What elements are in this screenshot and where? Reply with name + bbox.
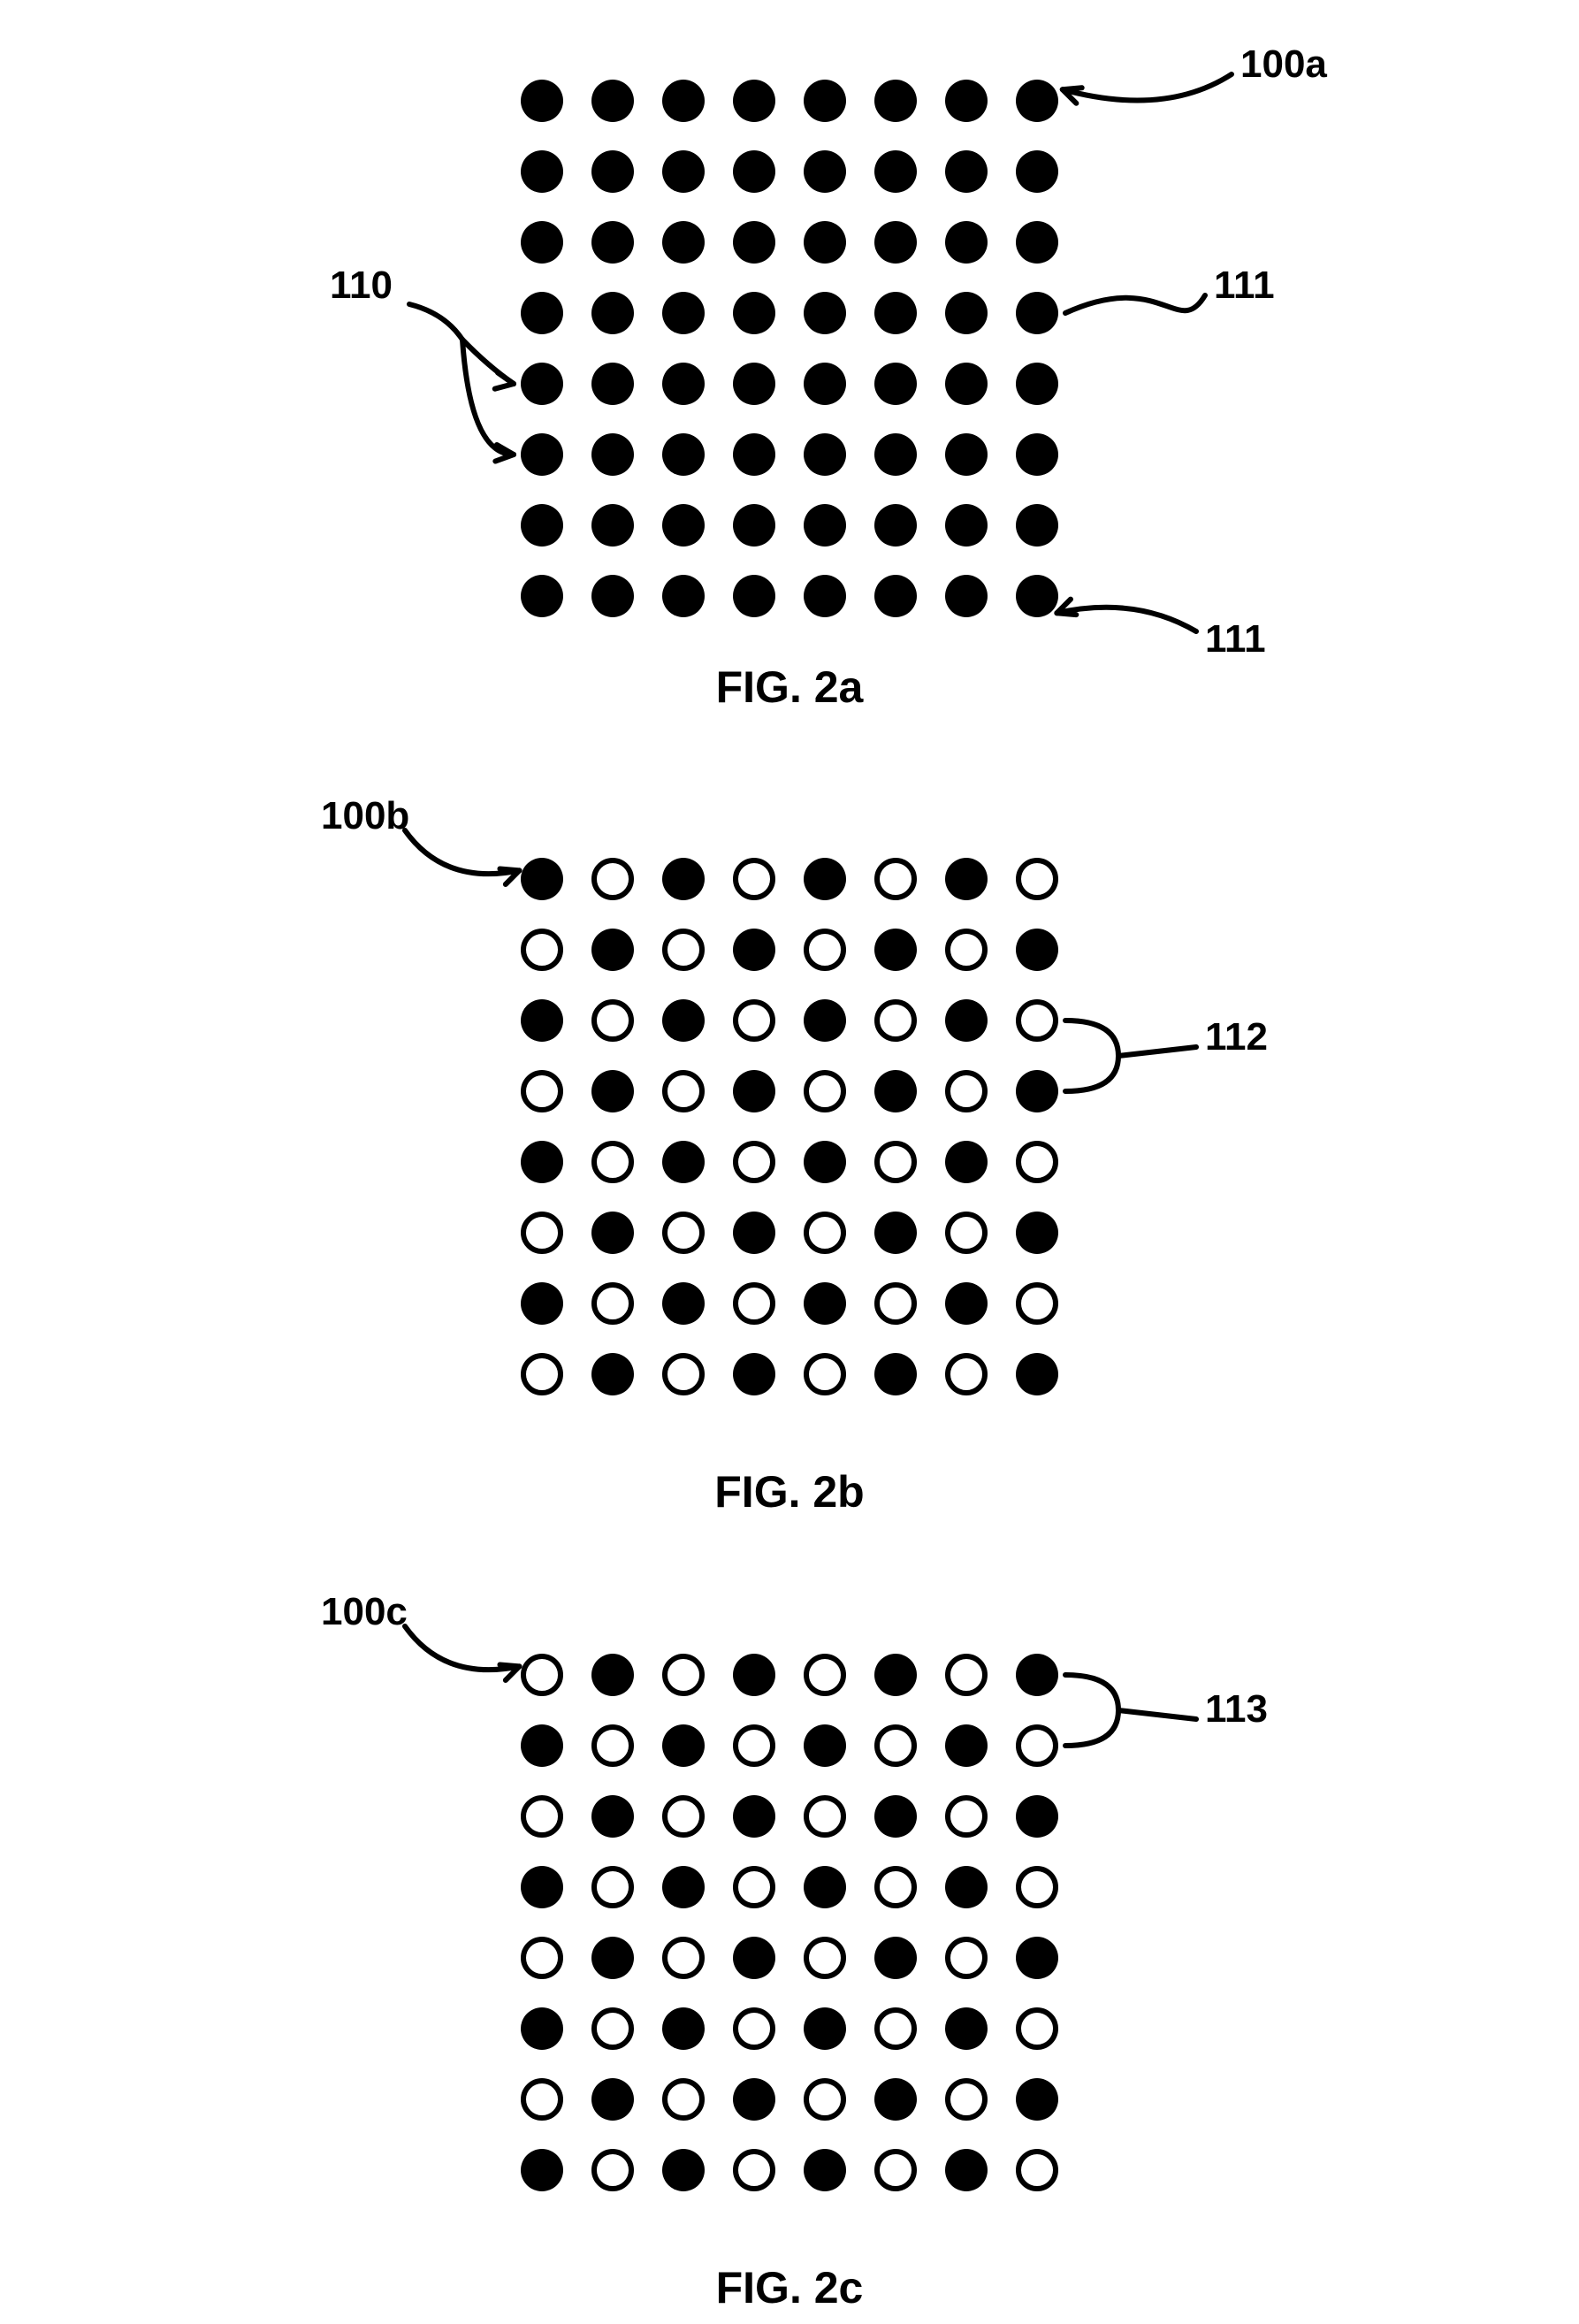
figure-2b: 100b112 FIG. 2b [0,858,1579,1528]
figure-2c: 100c113 FIG. 2c [0,1654,1579,2324]
dot-grid: 100a111111110 [521,80,1058,617]
figure-caption: FIG. 2a [0,661,1579,713]
lead-line [300,1565,1279,2280]
dot-grid: 100b112 [521,858,1058,1395]
dot-grid: 100c113 [521,1654,1058,2191]
figure-caption: FIG. 2c [0,2262,1579,2313]
figure-caption: FIG. 2b [0,1466,1579,1517]
lead-line [300,769,1279,1484]
figure-2a: 100a111111110 FIG. 2a [0,80,1579,723]
lead-line [300,0,1279,706]
